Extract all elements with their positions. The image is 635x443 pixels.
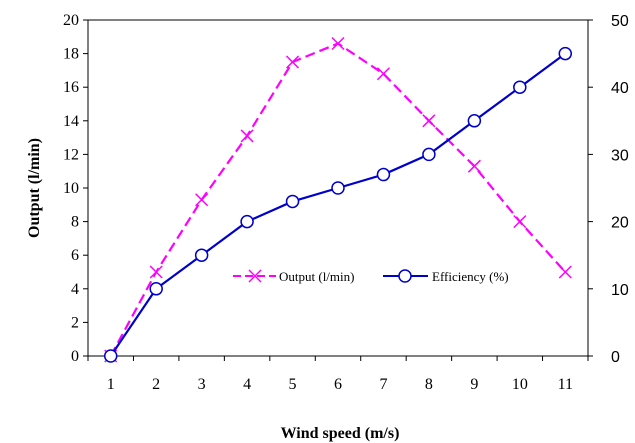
legend-label-efficiency: Efficiency (%)	[432, 269, 509, 284]
y-tick-label-left: 16	[63, 79, 79, 96]
series-layer	[103, 36, 573, 363]
legend-label-output: Output (l/min)	[279, 269, 354, 284]
data-point-efficiency	[240, 214, 254, 229]
y-tick-label-right: 10	[611, 282, 629, 299]
x-tick-label: 3	[198, 376, 206, 393]
data-point-output	[149, 265, 163, 279]
x-tick-label: 10	[512, 376, 528, 393]
data-point-efficiency	[422, 147, 436, 162]
data-point-output	[331, 36, 345, 51]
x-tick-label: 6	[334, 376, 342, 393]
y-tick-label-left: 4	[71, 281, 79, 298]
data-point-efficiency	[194, 248, 209, 262]
data-point-efficiency	[331, 181, 345, 195]
x-tick-label: 4	[243, 376, 251, 393]
data-point-efficiency	[149, 282, 163, 296]
data-point-output	[195, 193, 209, 207]
data-point-efficiency	[103, 349, 118, 363]
x-tick-label: 1	[107, 376, 115, 393]
data-point-efficiency	[558, 46, 573, 61]
axes	[83, 19, 593, 361]
y-tick-label-left: 18	[63, 46, 79, 63]
y-tick-label-right: 40	[611, 80, 629, 97]
y-tick-label-right: 0	[611, 349, 620, 366]
data-point-output	[558, 265, 572, 279]
y-tick-label-left: 6	[71, 247, 79, 264]
data-point-output	[422, 114, 436, 128]
data-point-efficiency	[467, 114, 482, 128]
y-tick-label-right: 20	[611, 215, 629, 232]
y-tick-label-left: 12	[63, 146, 79, 163]
y-tick-label-right: 30	[611, 147, 629, 164]
x-tick-label: 7	[379, 376, 387, 393]
data-point-output	[240, 129, 254, 143]
y-tick-label-left: 14	[63, 113, 79, 130]
y-tick-label-left: 2	[71, 314, 79, 331]
legend-marker-output	[248, 269, 262, 283]
data-point-output	[513, 215, 527, 229]
y-tick-label-left: 20	[63, 12, 79, 29]
x-tick-label: 5	[289, 376, 297, 393]
data-point-output	[286, 55, 300, 69]
series-line-output	[109, 42, 567, 357]
y-tick-label-left: 8	[71, 214, 79, 231]
x-tick-label: 8	[425, 376, 433, 393]
y-axis-title: Output (l/min)	[26, 138, 43, 238]
series-line-efficiency	[109, 52, 566, 357]
data-point-output	[376, 67, 390, 81]
data-point-efficiency	[376, 167, 391, 182]
x-tick-label: 11	[558, 376, 573, 393]
y-tick-label-right: 50	[611, 13, 629, 30]
legend: Output (l/min) Efficiency (%)	[228, 262, 550, 290]
y-tick-label-left: 0	[71, 348, 79, 365]
y-tick-label-left: 10	[63, 180, 79, 197]
legend-marker-efficiency	[398, 269, 412, 283]
x-tick-label: 9	[470, 376, 478, 393]
x-tick-label: 2	[152, 376, 160, 393]
x-axis-title: Wind speed (m/s)	[281, 425, 400, 442]
data-point-efficiency	[285, 194, 300, 209]
data-point-efficiency	[513, 80, 527, 94]
data-point-output	[467, 159, 481, 173]
